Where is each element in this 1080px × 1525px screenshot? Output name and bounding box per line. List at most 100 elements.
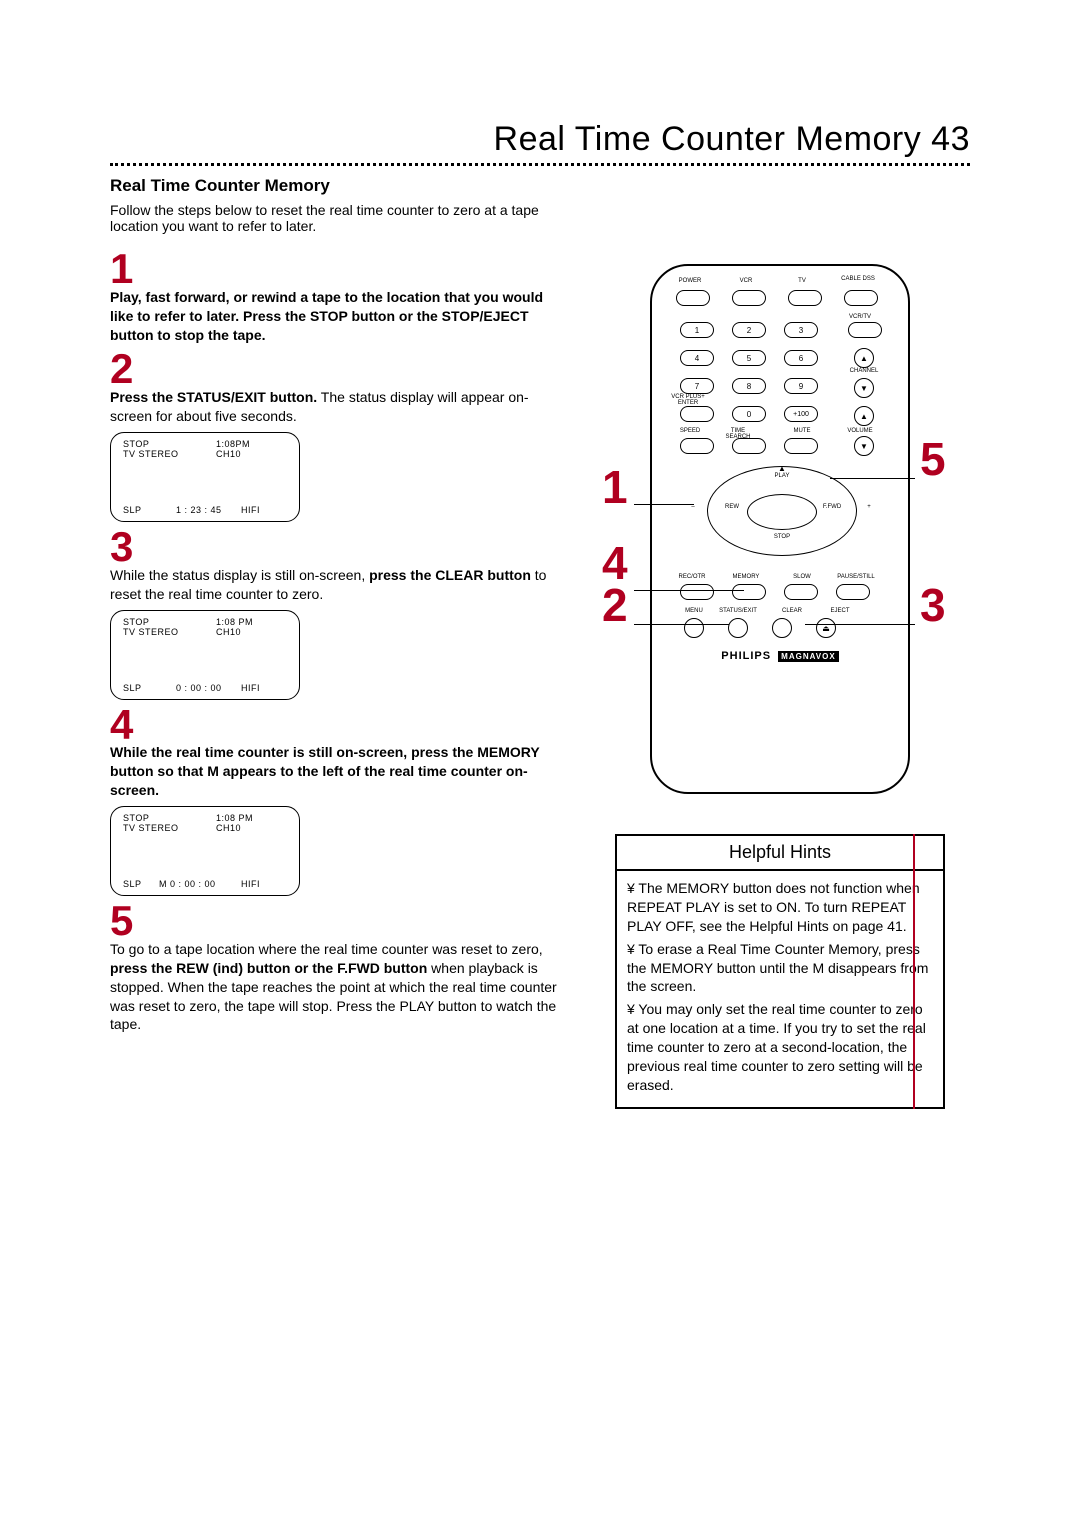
key-5: 5 [732,350,766,366]
osd3-slp: SLP [123,879,142,889]
label-channel: CHANNEL [844,368,884,374]
step-1-number: 1 [110,250,560,288]
vol-up: ▲ [854,406,874,426]
step-2-bold: Press the STATUS/EXIT button. [110,389,317,405]
key-6: 6 [784,350,818,366]
step-4-text: While the real time counter is still on-… [110,743,560,800]
callout-5-line [830,478,915,479]
step-3-number: 3 [110,528,560,566]
osd-display-2: STOPTV STEREO 1:08 PMCH10 SLP 0 : 00 : 0… [110,610,300,700]
hint-1: ¥ The MEMORY button does not function wh… [627,879,933,936]
intro-text: Follow the steps below to reset the real… [110,202,580,234]
remote-body: POWER VCR TV CABLE DSS 1 2 3 VCR/TV 4 5 … [650,264,910,794]
label-eject: EJECT [820,608,860,614]
osd3-stop: STOP [123,813,149,823]
osd3-tvstereo: TV STEREO [123,823,179,833]
key-7: 7 [680,378,714,394]
key-4: 4 [680,350,714,366]
eject-button: ⏏ [816,618,836,638]
step-5-lead: To go to a tape location where the real … [110,941,543,957]
nav-up-arrow: ▲ [778,464,786,473]
key-plus100: +100 [784,406,818,422]
slow-button [784,584,818,600]
step-5-bold: press the REW (ind) button or the F.FWD … [110,960,427,976]
step-1-text: Play, fast forward, or rewind a tape to … [110,288,560,345]
remote-illustration: POWER VCR TV CABLE DSS 1 2 3 VCR/TV 4 5 … [590,244,970,804]
tv-button [788,290,822,306]
osd1-tvstereo: TV STEREO [123,449,179,459]
key-1: 1 [680,322,714,338]
osd2-tvstereo: TV STEREO [123,627,179,637]
label-rec: REC/OTR [672,574,712,580]
osd1-time: 1:08PM [216,439,250,449]
label-speed: SPEED [670,428,710,434]
step-5-number: 5 [110,902,560,940]
brand-philips: PHILIPS [721,650,771,662]
osd-display-3: STOPTV STEREO 1:08 PMCH10 SLP M 0 : 00 :… [110,806,300,896]
steps-column: 1 Play, fast forward, or rewind a tape t… [110,244,560,1109]
osd3-hifi: HIFI [241,879,260,889]
step-2-number: 2 [110,350,560,388]
cable-button [844,290,878,306]
label-vcr: VCR [726,278,766,284]
label-power: POWER [670,278,710,284]
osd1-slp: SLP [123,505,142,515]
nav-plus: + [862,504,876,510]
nav-stop: STOP [762,534,802,540]
page-title: Real Time Counter Memory 43 [110,120,970,159]
osd2-slp: SLP [123,683,142,693]
osd3-counter: M 0 : 00 : 00 [159,879,216,889]
label-status: STATUS/EXIT [718,608,758,614]
label-memory: MEMORY [726,574,766,580]
step-3-bold: press the CLEAR button [369,567,531,583]
label-clear: CLEAR [772,608,812,614]
clear-button [772,618,792,638]
step-4-bold: While the real time counter is still on-… [110,744,539,798]
callout-1: 1 [602,464,628,510]
key-8: 8 [732,378,766,394]
osd1-stop: STOP [123,439,149,449]
mute-button [784,438,818,454]
step-3-text: While the status display is still on-scr… [110,566,560,604]
hint-3: ¥ You may only set the real time counter… [627,1000,933,1094]
vcrplus-button [680,406,714,422]
hints-body: ¥ The MEMORY button does not function wh… [617,871,943,1107]
nav-ffwd: F.FWD [812,504,852,510]
step-2-text: Press the STATUS/EXIT button. The status… [110,388,560,426]
status-button [728,618,748,638]
ch-down: ▼ [854,378,874,398]
key-3: 3 [784,322,818,338]
callout-1-line [634,504,694,505]
brand: PHILIPS MAGNAVOX [652,650,908,662]
callout-2-line [634,624,729,625]
osd-display-1: STOPTV STEREO 1:08PMCH10 SLP 1 : 23 : 45… [110,432,300,522]
key-0: 0 [732,406,766,422]
nav-rew: REW [712,504,752,510]
section-heading: Real Time Counter Memory [110,176,970,196]
callout-4: 4 [602,540,628,586]
label-slow: SLOW [782,574,822,580]
helpful-hints-box: Helpful Hints ¥ The MEMORY button does n… [615,834,945,1109]
speed-button [680,438,714,454]
step-5-text: To go to a tape location where the real … [110,940,560,1034]
osd2-time: 1:08 PM [216,617,253,627]
step-3-lead: While the status display is still on-scr… [110,567,369,583]
nav-play: PLAY [762,473,802,479]
osd2-stop: STOP [123,617,149,627]
label-vcrplus: VCR PLUS+ ENTER [666,394,710,406]
vol-down: ▼ [854,436,874,456]
step-1-bold: Play, fast forward, or rewind a tape to … [110,289,543,343]
hint-2: ¥ To erase a Real Time Counter Memory, p… [627,940,933,997]
key-9: 9 [784,378,818,394]
vcrtv-button [848,322,882,338]
osd3-time: 1:08 PM [216,813,253,823]
label-menu: MENU [674,608,714,614]
label-mute: MUTE [782,428,822,434]
rec-button [680,584,714,600]
label-tv: TV [782,278,822,284]
memory-button [732,584,766,600]
osd1-ch: CH10 [216,449,241,459]
label-pause: PAUSE/STILL [836,574,876,580]
dotted-rule [110,163,970,166]
step-4-number: 4 [110,706,560,744]
